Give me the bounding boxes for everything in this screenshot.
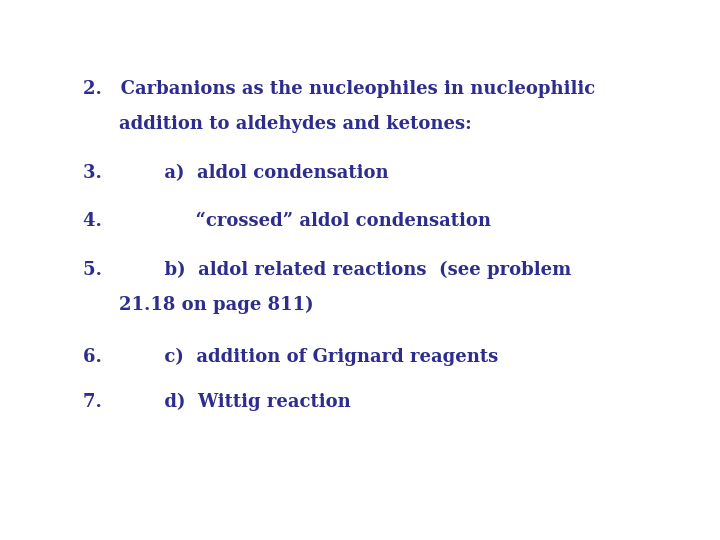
Text: 7.          d)  Wittig reaction: 7. d) Wittig reaction (83, 393, 351, 411)
Text: 3.          a)  aldol condensation: 3. a) aldol condensation (83, 164, 388, 182)
Text: 6.          c)  addition of Grignard reagents: 6. c) addition of Grignard reagents (83, 347, 498, 366)
Text: 5.          b)  aldol related reactions  (see problem: 5. b) aldol related reactions (see probl… (83, 261, 571, 279)
Text: 21.18 on page 811): 21.18 on page 811) (119, 296, 313, 314)
Text: 2.   Carbanions as the nucleophiles in nucleophilic: 2. Carbanions as the nucleophiles in nuc… (83, 80, 595, 98)
Text: addition to aldehydes and ketones:: addition to aldehydes and ketones: (119, 115, 472, 133)
Text: 4.               “crossed” aldol condensation: 4. “crossed” aldol condensation (83, 212, 491, 231)
